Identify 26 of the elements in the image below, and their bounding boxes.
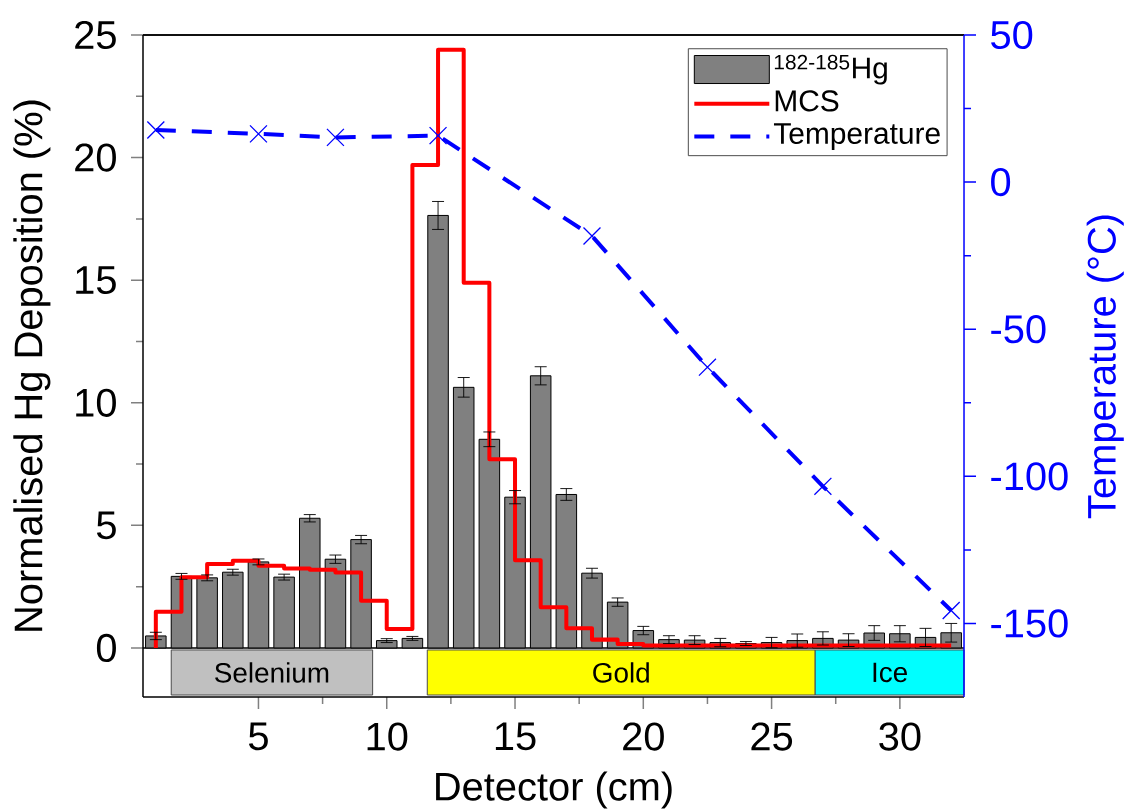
y2-axis-title: Temperature (°C)	[1086, 215, 1124, 519]
legend-label: MCS	[775, 90, 839, 112]
y-tick-label: 25	[75, 20, 116, 50]
legend-label: $^{182-185}$Hg	[774, 54, 887, 85]
y-axis-title: Normalised Hg Deposition (%)	[13, 100, 51, 631]
band-label: Ice	[873, 662, 907, 683]
x-tick-label: 5	[248, 722, 268, 751]
y2-tick-label: 50	[991, 20, 1033, 50]
legend-label: Temperature	[773, 123, 940, 150]
y-tick-label: 5	[96, 511, 116, 540]
y2-tick-label: -150	[991, 609, 1068, 638]
band-label: Selenium	[215, 662, 329, 683]
band-label: Gold	[593, 662, 649, 683]
y2-tick-label: 0	[991, 167, 1011, 197]
y2-tick-label: -50	[991, 315, 1046, 344]
x-tick-label: 25	[751, 722, 793, 751]
x-tick-label: 10	[367, 722, 408, 751]
y2-tick-label: -100	[991, 462, 1068, 491]
x-axis-title: Detector (cm)	[436, 771, 672, 809]
x-tick-label: 30	[879, 722, 921, 751]
y-tick-label: 0	[96, 633, 116, 663]
x-tick-label: 20	[623, 722, 664, 751]
x-tick-label: 15	[495, 722, 536, 751]
y-tick-label: 20	[75, 143, 116, 172]
y-tick-label: 10	[76, 388, 116, 417]
y-tick-label: 15	[76, 266, 116, 295]
